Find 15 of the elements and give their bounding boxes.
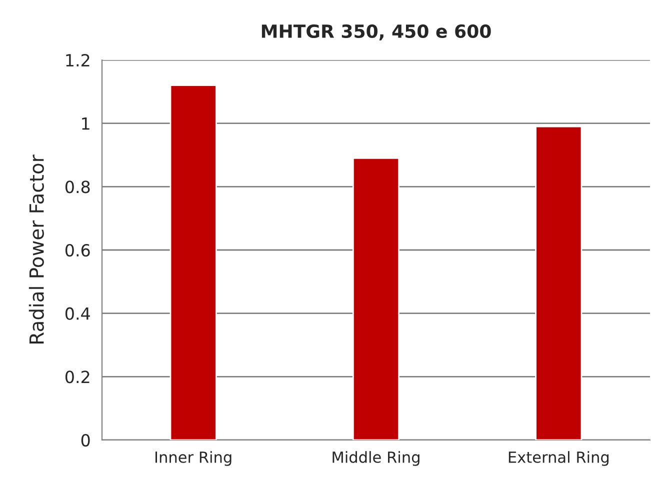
- y-tick-label: 0.8: [65, 180, 90, 194]
- bar: [535, 126, 582, 440]
- x-tick-label: External Ring: [508, 451, 609, 466]
- x-tick-label: Inner Ring: [156, 451, 232, 466]
- y-tick-label: 1: [82, 118, 90, 130]
- y-tick-label: 0.2: [65, 370, 90, 384]
- y-tick-label: 0.4: [65, 307, 90, 320]
- bar: [170, 84, 217, 440]
- y-tick-label: 0: [81, 434, 90, 447]
- chart-title: MHTGR 350, 450 e 600: [262, 24, 491, 40]
- y-tick-label: 1.2: [66, 54, 90, 66]
- x-tick-label: Middle Ring: [332, 451, 420, 466]
- bar: [352, 157, 400, 440]
- y-axis-title: Radial Power Factor: [28, 154, 44, 344]
- y-tick-label: 0.6: [65, 244, 90, 257]
